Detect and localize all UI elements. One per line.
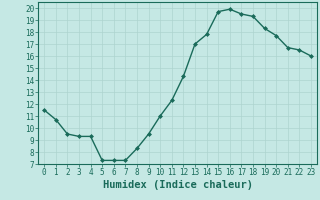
X-axis label: Humidex (Indice chaleur): Humidex (Indice chaleur) xyxy=(103,180,252,190)
